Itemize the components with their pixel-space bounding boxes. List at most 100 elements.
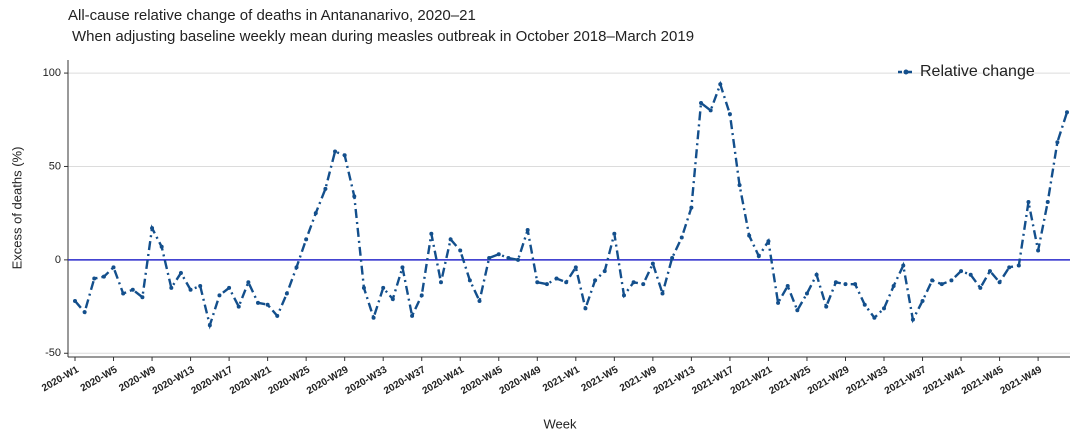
point <box>313 211 318 216</box>
point <box>477 298 482 303</box>
point <box>227 285 232 290</box>
point <box>150 226 155 231</box>
point <box>516 257 521 262</box>
point <box>438 280 443 285</box>
point <box>130 287 135 292</box>
point <box>323 186 328 191</box>
x-tick-label: 2020-W45 <box>459 364 505 397</box>
x-tick-label: 2020-W29 <box>305 364 351 397</box>
point <box>169 285 174 290</box>
point <box>188 287 193 292</box>
point <box>506 256 511 260</box>
point <box>236 304 241 309</box>
point <box>930 278 935 283</box>
x-tick-label: 2020-W25 <box>267 364 313 397</box>
x-tick-label: 2020-W21 <box>228 364 274 397</box>
point <box>824 304 829 309</box>
point <box>1045 199 1050 204</box>
point <box>747 233 752 238</box>
y-tick-label: 50 <box>49 160 61 172</box>
point <box>708 108 713 113</box>
x-tick-label: 2020-W33 <box>344 364 390 397</box>
point <box>814 272 819 277</box>
point <box>198 284 203 289</box>
point <box>535 280 540 285</box>
point <box>101 274 106 279</box>
point <box>891 284 896 289</box>
point <box>583 306 588 311</box>
x-tick-label: 2021-W13 <box>652 364 698 397</box>
point <box>804 291 809 296</box>
point <box>853 282 858 287</box>
point <box>255 300 260 305</box>
point <box>862 302 867 307</box>
point <box>833 280 838 285</box>
point <box>612 231 617 236</box>
point <box>689 205 694 210</box>
point <box>429 231 434 236</box>
point <box>727 112 732 117</box>
point <box>304 237 309 242</box>
x-tick-label: 2020-W5 <box>79 364 120 394</box>
point <box>419 293 424 298</box>
x-tick-label: 2021-W33 <box>844 364 890 397</box>
y-tick-label: 100 <box>43 67 61 79</box>
point <box>785 284 790 289</box>
x-tick-label: 2020-W1 <box>40 364 81 394</box>
point <box>82 310 87 315</box>
point <box>333 149 338 154</box>
x-tick-label: 2020-W13 <box>151 364 197 397</box>
legend-label: Relative change <box>920 63 1035 80</box>
point <box>699 100 704 105</box>
legend-marker <box>903 69 909 75</box>
point <box>843 282 848 287</box>
point <box>978 285 983 290</box>
point <box>910 317 915 322</box>
point <box>756 254 761 259</box>
point <box>207 323 212 328</box>
point <box>939 282 944 287</box>
point <box>246 280 251 285</box>
point <box>795 308 800 313</box>
point <box>467 278 472 283</box>
x-tick-label: 2021-W37 <box>883 364 929 397</box>
point <box>284 291 289 296</box>
point <box>949 278 954 283</box>
line <box>74 80 1069 330</box>
point <box>111 265 116 270</box>
x-tick-label: 2021-W1 <box>541 364 582 394</box>
point <box>554 276 559 281</box>
point <box>987 269 992 274</box>
point <box>1065 110 1069 115</box>
point <box>593 278 598 283</box>
point <box>73 298 77 303</box>
point <box>371 315 376 320</box>
point <box>265 302 270 307</box>
point <box>294 265 299 270</box>
point <box>997 280 1002 285</box>
point <box>776 300 781 305</box>
x-tick-label: 2021-W17 <box>690 364 736 397</box>
point <box>342 153 347 158</box>
point <box>217 293 222 298</box>
point <box>564 280 569 285</box>
point <box>631 280 636 285</box>
x-tick-label: 2020-W49 <box>498 364 544 397</box>
point <box>737 183 742 188</box>
point <box>766 239 771 244</box>
point <box>872 315 877 320</box>
chart-subtitle: When adjusting baseline weekly mean duri… <box>72 28 694 45</box>
point <box>410 313 415 318</box>
point <box>361 285 366 290</box>
point <box>92 276 97 281</box>
point <box>573 265 578 270</box>
point <box>650 261 655 266</box>
x-axis-label: Week <box>544 416 577 431</box>
point <box>178 270 183 275</box>
point <box>275 313 280 318</box>
point <box>1016 263 1021 268</box>
point <box>458 248 463 253</box>
y-tick-label: 0 <box>55 254 61 266</box>
point <box>1026 199 1031 204</box>
